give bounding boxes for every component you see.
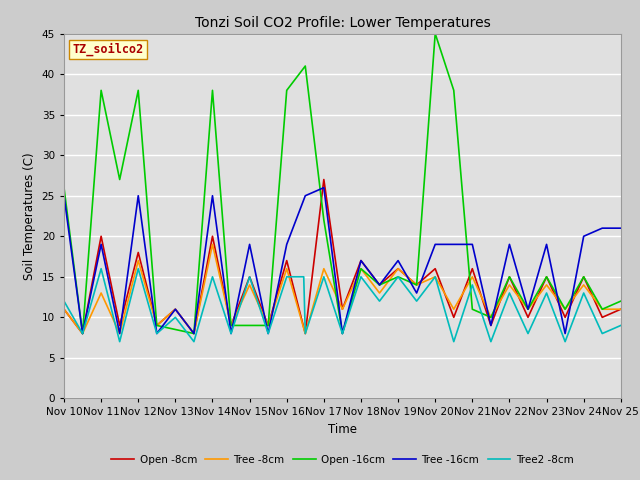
Open -8cm: [165, 312, 173, 317]
Open -8cm: [552, 294, 559, 300]
Tree2 -8cm: [552, 314, 559, 320]
Tree -16cm: [79, 331, 86, 336]
Open -8cm: [79, 331, 86, 336]
Line: Open -16cm: Open -16cm: [64, 34, 621, 334]
Tree -16cm: [399, 266, 406, 272]
Tree -16cm: [380, 276, 388, 282]
Tree -8cm: [165, 312, 173, 317]
Tree -8cm: [209, 241, 216, 247]
Tree2 -8cm: [116, 339, 124, 345]
Tree -16cm: [76, 308, 83, 313]
Tree -8cm: [60, 306, 68, 312]
Open -16cm: [397, 275, 405, 281]
Open -8cm: [399, 270, 406, 276]
Open -8cm: [380, 278, 388, 284]
Tree2 -8cm: [167, 319, 175, 324]
Tree2 -8cm: [60, 298, 68, 304]
Open -16cm: [76, 306, 83, 312]
Tree2 -8cm: [412, 296, 419, 302]
Tree -16cm: [552, 286, 559, 292]
Open -16cm: [79, 331, 86, 336]
Legend: Open -8cm, Tree -8cm, Open -16cm, Tree -16cm, Tree2 -8cm: Open -8cm, Tree -8cm, Open -16cm, Tree -…: [108, 451, 577, 469]
Open -16cm: [617, 298, 625, 304]
Tree2 -8cm: [76, 325, 83, 331]
Tree -8cm: [399, 270, 406, 276]
Tree -16cm: [617, 225, 625, 231]
Line: Tree -8cm: Tree -8cm: [64, 244, 621, 334]
Open -8cm: [60, 306, 68, 312]
Tree2 -8cm: [97, 266, 105, 272]
Open -16cm: [431, 31, 439, 36]
Tree2 -8cm: [380, 292, 388, 298]
Tree -8cm: [617, 306, 625, 312]
Tree -8cm: [79, 331, 86, 336]
Open -16cm: [379, 281, 387, 287]
Open -8cm: [617, 306, 625, 312]
Tree -16cm: [412, 288, 419, 293]
Tree -8cm: [380, 284, 388, 290]
Open -16cm: [165, 325, 173, 331]
Tree2 -8cm: [617, 323, 625, 328]
Tree2 -8cm: [399, 280, 406, 286]
Open -8cm: [320, 177, 328, 182]
Tree -8cm: [552, 294, 559, 300]
Text: TZ_soilco2: TZ_soilco2: [72, 43, 143, 56]
Tree -8cm: [412, 281, 419, 287]
Tree -16cm: [320, 185, 328, 191]
Line: Open -8cm: Open -8cm: [64, 180, 621, 334]
Open -16cm: [552, 290, 559, 296]
Tree -8cm: [76, 326, 83, 332]
Open -8cm: [76, 326, 83, 332]
Open -8cm: [412, 281, 419, 287]
X-axis label: Time: Time: [328, 423, 357, 436]
Tree -16cm: [60, 193, 68, 199]
Line: Tree -16cm: Tree -16cm: [64, 188, 621, 334]
Open -16cm: [60, 185, 68, 191]
Open -16cm: [410, 281, 417, 287]
Tree -16cm: [165, 314, 173, 320]
Line: Tree2 -8cm: Tree2 -8cm: [64, 269, 621, 342]
Y-axis label: Soil Temperatures (C): Soil Temperatures (C): [23, 152, 36, 280]
Title: Tonzi Soil CO2 Profile: Lower Temperatures: Tonzi Soil CO2 Profile: Lower Temperatur…: [195, 16, 490, 30]
